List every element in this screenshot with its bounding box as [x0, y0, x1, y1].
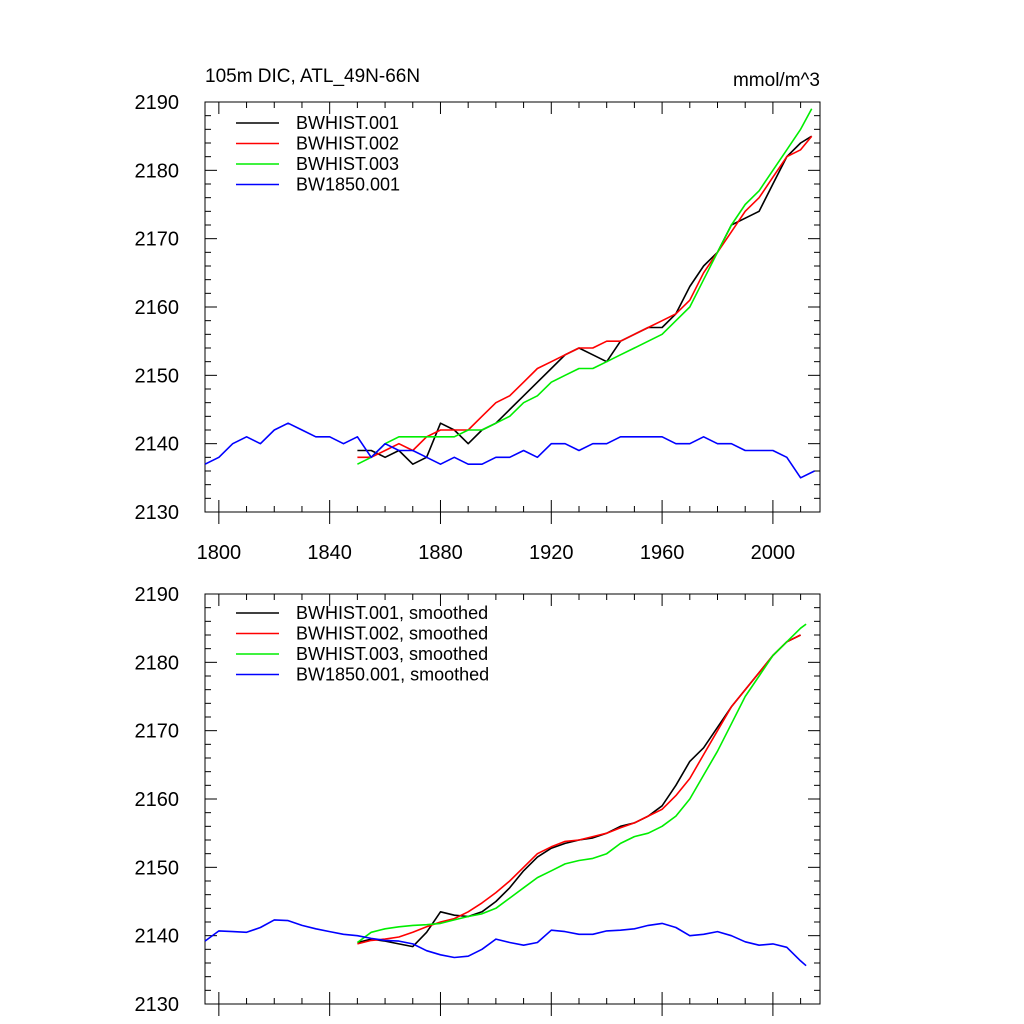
- y-tick-label: 2180: [135, 160, 180, 182]
- series-line-bw1850-001-smoothed: [204, 919, 807, 967]
- legend-label: BW1850.001: [296, 175, 400, 195]
- y-tick-label: 2130: [135, 502, 180, 524]
- units-label: mmol/m^3: [733, 70, 820, 91]
- y-tick-label: 2130: [135, 994, 180, 1016]
- series-line-bwhist-002-smoothed: [357, 634, 801, 945]
- legend-label: BWHIST.003, smoothed: [296, 644, 488, 664]
- y-tick-label: 2150: [135, 857, 180, 879]
- y-tick-label: 2150: [135, 365, 180, 387]
- x-tick-label: 1880: [418, 542, 463, 564]
- x-tick-label: 2000: [751, 542, 796, 564]
- chart-title: 105m DIC, ATL_49N-66N: [205, 66, 420, 87]
- legend-label: BWHIST.001: [296, 113, 399, 133]
- series-line-bwhist-002: [357, 135, 813, 459]
- top-panel: 2130 2140 2150 2160 2170 2180 2190 1800 1840 1880…: [135, 92, 821, 564]
- bottom-panel: 2130 2140 2150 2160 2170 2180 2190 BWHIST.001, …: [135, 584, 821, 1016]
- y-tick-label: 2190: [135, 584, 180, 606]
- x-tick-label: 1800: [197, 542, 242, 564]
- y-tick-label: 2160: [135, 297, 180, 319]
- x-tick-label: 1840: [307, 542, 352, 564]
- y-tick-label: 2170: [135, 229, 180, 251]
- y-tick-label: 2180: [135, 652, 180, 674]
- y-tick-label: 2140: [135, 434, 180, 456]
- series-line-bwhist-003-smoothed: [356, 623, 807, 944]
- y-tick-label: 2190: [135, 92, 180, 114]
- series-line-bwhist-003: [357, 108, 813, 465]
- series-line-bwhist-001: [357, 135, 813, 466]
- legend-label: BWHIST.003: [296, 154, 399, 174]
- legend-label: BWHIST.001, smoothed: [296, 603, 488, 623]
- x-tick-label: 1920: [529, 542, 574, 564]
- y-tick-label: 2160: [135, 789, 180, 811]
- x-tick-label: 1960: [640, 542, 685, 564]
- y-tick-label: 2170: [135, 721, 180, 743]
- legend-label: BW1850.001, smoothed: [296, 665, 489, 685]
- y-tick-label: 2140: [135, 926, 180, 948]
- series-line-bw1850-001: [204, 422, 815, 479]
- legend-label: BWHIST.002, smoothed: [296, 624, 488, 644]
- legend-label: BWHIST.002: [296, 134, 399, 154]
